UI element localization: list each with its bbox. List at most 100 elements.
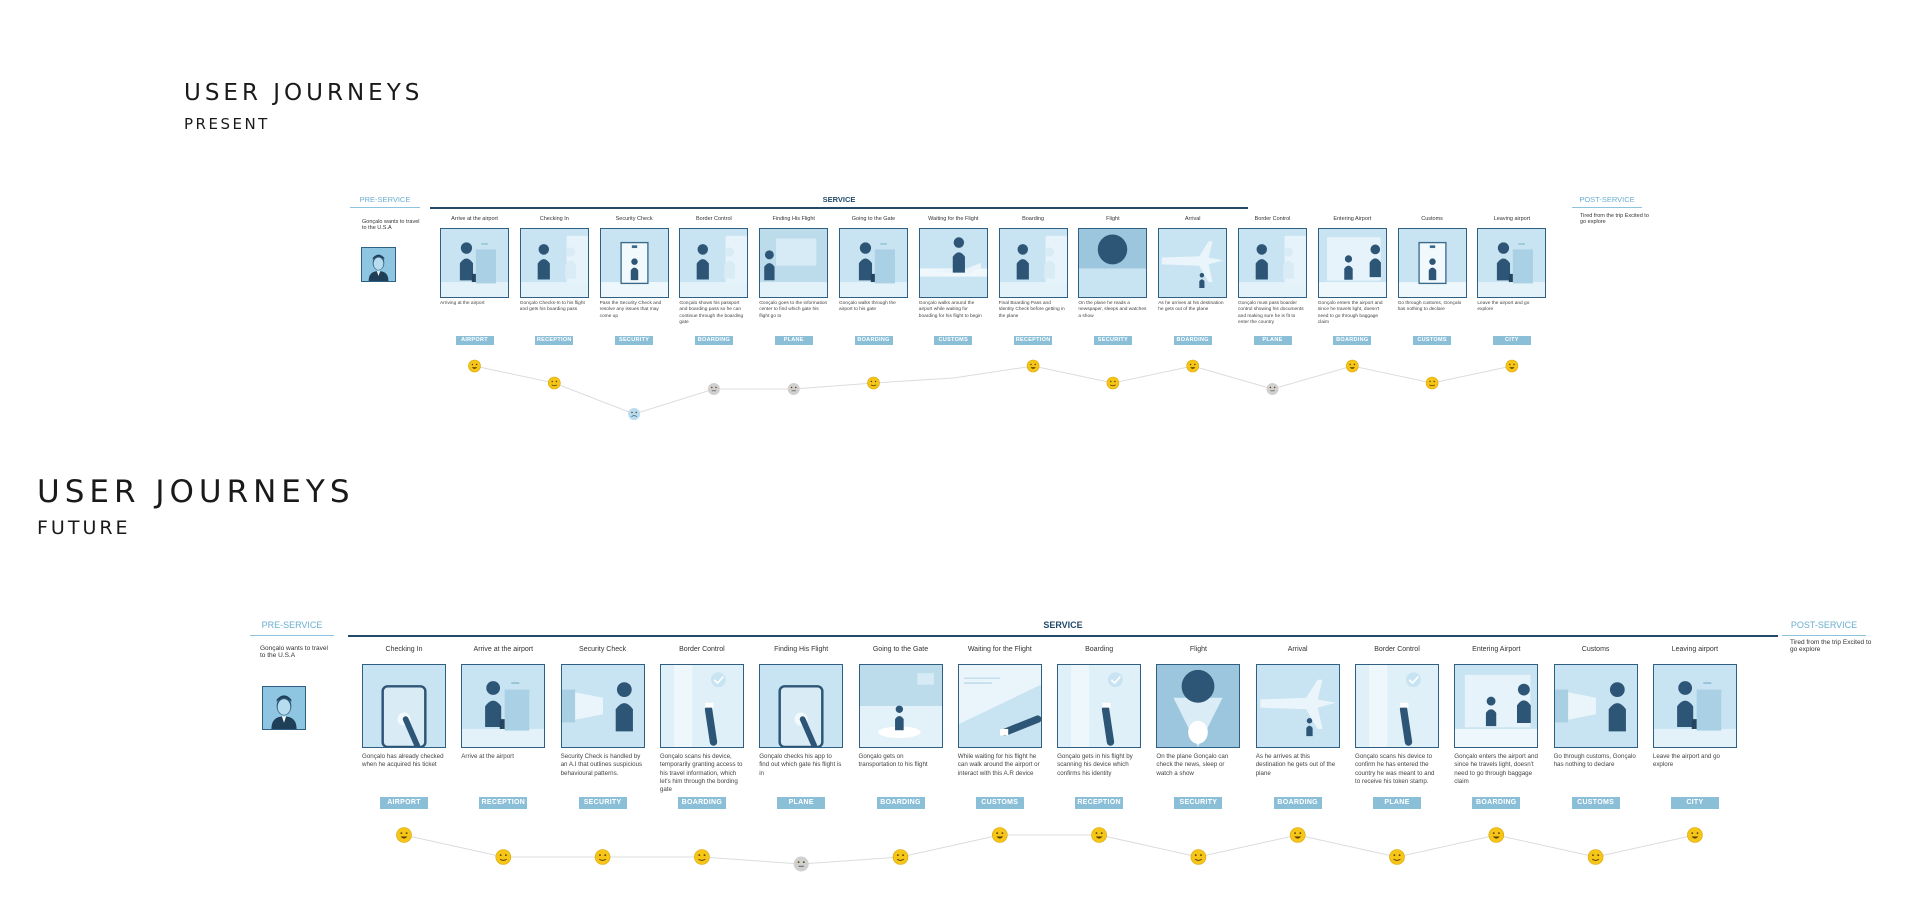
touchpoint-tag: PLANE: [777, 797, 826, 809]
step-description: Go through customs, Gonçalo has nothing …: [1397, 301, 1462, 313]
emotion-happy-icon: [468, 359, 481, 373]
touchpoint-tag: BOARDING: [1173, 336, 1212, 345]
pre-service-note: Gonçalo wants to travel to the U.S.A: [362, 219, 420, 231]
step-illustration: [1158, 228, 1228, 298]
touchpoint-tag: SECURITY: [615, 336, 654, 345]
step-illustration: [839, 228, 908, 298]
touchpoint-tag: BOARDING: [1273, 797, 1322, 809]
step-description: Leave the airport and go explore: [1652, 753, 1720, 769]
journey-step: Entering Airport Gonçalo enters the airpo…: [1454, 646, 1539, 809]
touchpoint-tag: BOARDING: [694, 336, 733, 345]
step-description: Gonçalo has already checked when he acqu…: [362, 753, 444, 769]
journey-step: Checking In Gonçalo Checks-In to his flig…: [519, 216, 589, 345]
pre-service-label: PRE-SERVICE: [359, 195, 411, 204]
step-illustration: [519, 228, 589, 298]
step-title: Arrival: [1184, 216, 1201, 222]
step-illustration: [461, 664, 546, 748]
post-service-note: Tired from the trip Excited to go explor…: [1790, 639, 1872, 653]
step-illustration: [1477, 228, 1547, 298]
step-illustration: [560, 664, 645, 748]
emotion-neutral-icon: [787, 383, 800, 395]
present-title: USER JOURNEYS: [184, 80, 424, 106]
step-description: Gonçalo shows his passport and boarding …: [679, 301, 744, 326]
service-label: SERVICE: [1043, 620, 1083, 630]
touchpoint-tag: BOARDING: [1333, 336, 1372, 345]
step-description: Gonçalo enters the airport and since he …: [1454, 753, 1538, 786]
step-illustration: [918, 228, 988, 298]
touchpoint-tag: BOARDING: [677, 797, 726, 809]
emotion-neutral-icon: [707, 383, 720, 395]
step-title: Boarding: [1085, 646, 1114, 653]
step-illustration: [1454, 664, 1539, 748]
step-illustration: [679, 228, 749, 298]
touchpoint-tag: SECURITY: [1174, 797, 1223, 809]
post-service-label: POST-SERVICE: [1790, 620, 1858, 630]
touchpoint-tag: AIRPORT: [455, 336, 494, 345]
journey-step: Border Control Gonçalo scans his device, …: [659, 646, 744, 809]
step-title: Border Control: [696, 216, 732, 222]
step-title: Customs: [1421, 216, 1443, 222]
step-title: Waiting for the Flight: [967, 646, 1032, 653]
step-illustration: [1553, 664, 1638, 748]
touchpoint-tag: SECURITY: [578, 797, 627, 809]
journey-step: Security Check Pass the Security Check an…: [599, 216, 669, 345]
touchpoint-tag: BOARDING: [1472, 797, 1521, 809]
present-subtitle: PRESENT: [184, 115, 270, 133]
journey-step: Boarding Final Boarding Pass and Identity…: [998, 216, 1068, 345]
emotion-happy-icon: [1186, 359, 1199, 373]
emotion-content-icon: [1190, 849, 1207, 865]
step-title: Border Control: [1254, 216, 1291, 222]
emotion-content-icon: [495, 849, 512, 865]
step-title: Arrive at the airport: [451, 216, 498, 222]
emotion-content-icon: [1425, 376, 1439, 390]
step-description: Gonçalo walks around the airport while w…: [918, 301, 982, 319]
persona-avatar: [262, 686, 306, 730]
step-description: Gonçalo goes to the information center t…: [759, 301, 828, 319]
service-label: SERVICE: [822, 195, 856, 204]
step-description: As he arrives at his destination he gets…: [1158, 301, 1224, 313]
post-service-label: POST-SERVICE: [1579, 195, 1635, 204]
touchpoint-tag: RECEPTION: [479, 797, 528, 809]
persona-avatar: [361, 247, 396, 282]
step-title: Flight: [1189, 646, 1207, 653]
journey-step: Going to the Gate Gonçalo gets on transpo…: [858, 646, 943, 809]
step-description: Gonçalo scans his device to confirm he h…: [1355, 753, 1435, 786]
touchpoint-tag: CUSTOMS: [1571, 797, 1620, 809]
touchpoint-tag: AIRPORT: [380, 797, 428, 809]
step-illustration: [1355, 664, 1439, 748]
step-title: Entering Airport: [1472, 646, 1521, 653]
step-title: Checking In: [385, 646, 423, 653]
touchpoint-tag: CITY: [1492, 336, 1531, 345]
future-title: USER JOURNEYS: [37, 474, 355, 510]
pre-service-note: Gonçalo wants to travel to the U.S.A: [260, 645, 328, 659]
step-title: Flight: [1106, 216, 1120, 222]
step-description: Arriving at the airport: [440, 301, 485, 306]
journey-step: Boarding Gonçalo gets in his flight by sc…: [1057, 646, 1142, 809]
emotion-content-icon: [1389, 849, 1405, 865]
step-description: On the plane Gonçalo can check the news,…: [1156, 753, 1229, 777]
journey-step: Leaving airport Leave the airport and go …: [1652, 646, 1737, 809]
step-title: Checking In: [539, 216, 569, 222]
touchpoint-tag: RECEPTION: [1014, 336, 1053, 345]
journey-step: Border Control Gonçalo scans his device t…: [1355, 646, 1439, 809]
step-title: Finding His Flight: [774, 646, 829, 653]
step-illustration: [659, 664, 744, 748]
step-title: Finding His Flight: [772, 216, 815, 222]
step-description: As he arrives at this destination he get…: [1255, 753, 1336, 777]
emotion-happy-icon: [1687, 827, 1703, 843]
journey-step: Security Check Security Check is handled …: [560, 646, 645, 809]
step-description: Final Boarding Pass and Identity Check b…: [998, 301, 1065, 319]
step-illustration: [1652, 664, 1737, 748]
emotion-happy-icon: [1346, 359, 1359, 373]
emotion-content-icon: [547, 376, 561, 390]
step-title: Going to the Gate: [872, 646, 929, 653]
step-illustration: [1078, 228, 1148, 298]
step-title: Border Control: [679, 646, 725, 653]
step-illustration: [759, 664, 844, 748]
step-title: Arrival: [1287, 646, 1308, 653]
step-description: On the plane he reads a newspaper, sleep…: [1078, 301, 1147, 319]
step-title: Security Check: [579, 646, 627, 653]
step-description: Leave the airport and go explore: [1477, 301, 1530, 313]
present-emotion-line: [474, 365, 1513, 415]
touchpoint-tag: CUSTOMS: [975, 797, 1024, 809]
